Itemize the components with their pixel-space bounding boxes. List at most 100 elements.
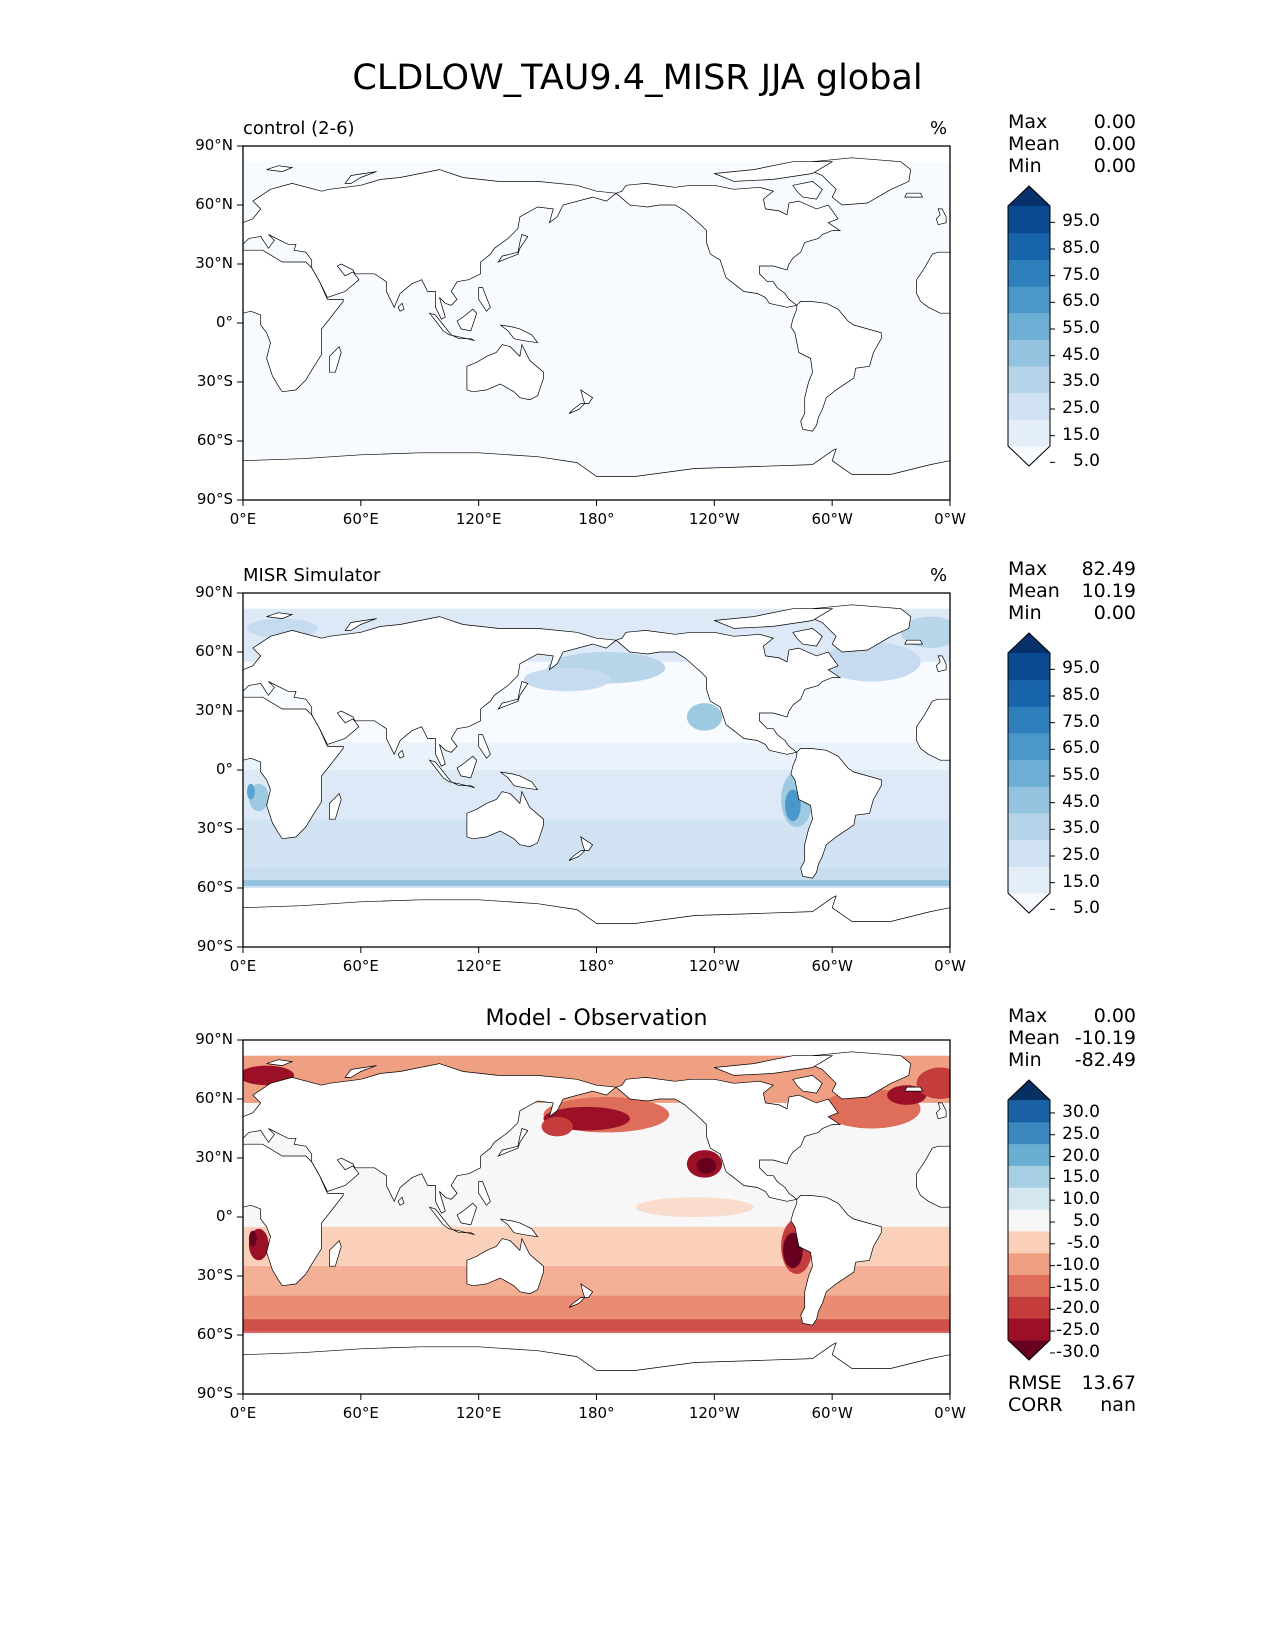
data-field-blob	[523, 667, 611, 692]
land-namerica	[615, 183, 842, 308]
land-namerica	[615, 630, 842, 755]
colorbar-segment	[1008, 1187, 1050, 1210]
stat-label: Min	[1008, 155, 1042, 177]
data-field-blob	[887, 1085, 927, 1105]
land-africa	[243, 696, 344, 840]
lon-tick-label: 180°	[578, 1404, 615, 1422]
colorbar-segment	[1008, 286, 1050, 314]
land-nz	[580, 1283, 594, 1298]
land-africa_west	[916, 698, 950, 761]
lon-tick-label: 180°	[578, 957, 615, 975]
stat-value: 82.49	[1081, 558, 1136, 580]
land-antarctica	[243, 1342, 950, 1394]
lon-tick-label: 0°E	[229, 510, 257, 528]
data-field-cell	[243, 770, 950, 885]
colorbar-tick-label: 25.0	[1062, 845, 1100, 865]
land-iceland	[904, 639, 924, 645]
colorbar-segment	[1008, 759, 1050, 787]
data-field-blob	[686, 703, 723, 731]
colorbar-extend-top	[1008, 1080, 1050, 1100]
lat-tick-label: 60°N	[195, 1089, 233, 1107]
colorbar-control	[1007, 185, 1055, 467]
stat-label: Max	[1008, 558, 1048, 580]
data-field-blob	[900, 616, 950, 649]
land-samerica	[790, 748, 882, 879]
colorbar-segment	[1008, 679, 1050, 707]
colorbar-segment	[1008, 1165, 1050, 1188]
lon-tick-label: 120°W	[688, 957, 740, 975]
colorbar-segment	[1008, 813, 1050, 841]
colorbar-segment	[1008, 1252, 1050, 1276]
colorbar-segment	[1008, 1209, 1050, 1232]
lon-tick-label: 60°E	[342, 1404, 379, 1422]
colorbar-tick-label: -30.0	[1056, 1341, 1100, 1362]
panel-units: %	[930, 565, 948, 586]
land-arctic_isl	[714, 1055, 834, 1076]
stats-block: Max 0.00 Mean 0.00 Min 0.00	[1008, 111, 1136, 177]
data-field-cell	[243, 1295, 950, 1332]
colorbar-tick-label: 15.0	[1062, 424, 1100, 445]
lon-tick-label: 60°W	[811, 1404, 853, 1422]
colorbar-tick-label: 25.0	[1062, 398, 1100, 418]
colorbar-tick-label: 5.0	[1072, 1211, 1100, 1231]
lon-tick-label: 0°W	[934, 1404, 966, 1422]
colorbar-tick-label: 95.0	[1062, 211, 1100, 232]
colorbar-segment	[1008, 653, 1050, 681]
data-field-blob	[686, 1150, 723, 1178]
map-area	[243, 157, 950, 500]
land-samerica	[790, 1195, 882, 1326]
stat-row: Mean 10.19	[1008, 580, 1136, 602]
data-field-blob	[822, 1089, 921, 1129]
colorbar-segment	[1008, 706, 1050, 734]
land-madagascar	[329, 1239, 342, 1267]
lat-tick-label: 30°N	[195, 254, 233, 272]
lat-tick-label: 30°N	[195, 701, 233, 719]
stat-value: -10.19	[1074, 1027, 1136, 1049]
lat-tick-label: 60°S	[196, 878, 233, 896]
colorbar-diff	[1007, 1079, 1055, 1361]
land-africa	[243, 249, 344, 393]
stat-value: nan	[1100, 1394, 1136, 1416]
colorbar-segment	[1008, 866, 1050, 894]
colorbar-tick-label: -15.0	[1056, 1276, 1100, 1297]
colorbar-segment	[1008, 366, 1050, 394]
data-field-blob	[243, 1065, 295, 1086]
land-eurasia	[243, 169, 617, 320]
colorbar-outline	[1007, 632, 1051, 914]
lon-tick-label: 120°W	[688, 510, 740, 528]
land-sri	[397, 1196, 405, 1206]
colorbar-tick-label: 95.0	[1062, 658, 1100, 679]
lat-tick-label: 90°N	[195, 1030, 233, 1048]
colorbar-segment	[1008, 419, 1050, 447]
colorbar-outline	[1007, 1079, 1051, 1361]
colorbar-tick-label: 65.0	[1062, 291, 1100, 312]
lat-tick-label: 30°S	[196, 1266, 233, 1284]
stat-row: Min -82.49	[1008, 1049, 1136, 1071]
land-borneo	[456, 308, 478, 332]
panel-units: %	[930, 118, 948, 139]
data-field-blob	[783, 1232, 803, 1269]
lat-tick-label: 30°S	[196, 819, 233, 837]
colorbar-tick-label: 65.0	[1062, 738, 1100, 759]
land-iceland	[904, 192, 924, 198]
land-indonesia	[428, 1206, 475, 1236]
stat-label: Mean	[1008, 1027, 1060, 1049]
stat-row: Max 82.49	[1008, 558, 1136, 580]
land-uk	[935, 655, 947, 673]
lon-tick-label: 120°E	[455, 1404, 502, 1422]
figure-title: CLDLOW_TAU9.4_MISR JJA global	[352, 58, 923, 98]
land-baffin	[792, 181, 823, 200]
land-australia	[466, 343, 544, 401]
colorbar-segment	[1008, 232, 1050, 260]
land-svalbard	[266, 1059, 294, 1066]
land-japan	[497, 681, 529, 710]
data-field-blob	[785, 789, 801, 822]
land-svalbard	[266, 165, 294, 172]
lon-tick-label: 60°W	[811, 957, 853, 975]
stats-block: Max 82.49 Mean 10.19 Min 0.00	[1008, 558, 1136, 624]
stat-value: 13.67	[1081, 1372, 1136, 1394]
land-australia	[466, 1237, 544, 1295]
land-newguinea	[500, 324, 539, 344]
colorbar-segment	[1008, 259, 1050, 287]
lat-tick-label: 90°S	[196, 1384, 233, 1402]
